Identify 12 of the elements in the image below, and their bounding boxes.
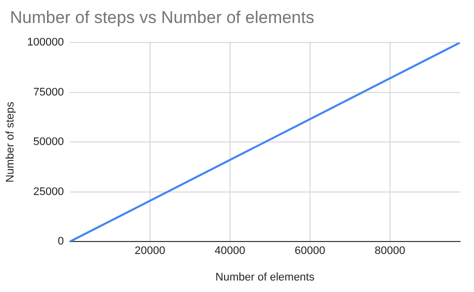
y-tick-label: 25000 <box>33 186 64 198</box>
y-tick-label: 0 <box>58 236 64 248</box>
x-tick-label: 20000 <box>134 245 166 258</box>
y-tick-label: 75000 <box>33 86 64 98</box>
y-axis-title: Number of steps <box>4 101 17 182</box>
x-axis-title: Number of elements <box>215 271 315 284</box>
y-tick-label: 100000 <box>27 36 64 49</box>
x-tick-label: 80000 <box>374 245 406 258</box>
chart-title: Number of steps vs Number of elements <box>10 8 314 28</box>
x-tick-label: 40000 <box>214 245 246 258</box>
x-tick-label: 60000 <box>294 245 326 258</box>
y-tick-label: 50000 <box>33 136 64 148</box>
